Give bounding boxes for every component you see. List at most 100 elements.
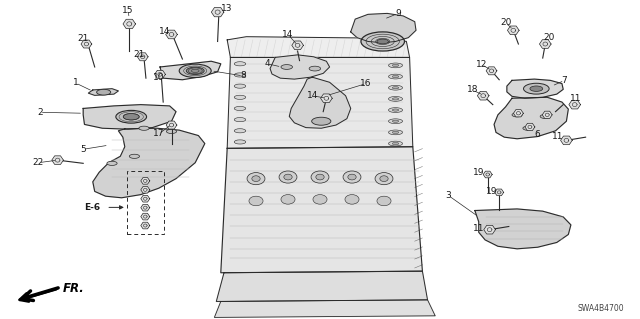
Text: 1: 1 [73,78,78,87]
Ellipse shape [388,63,403,68]
Ellipse shape [343,171,361,183]
Ellipse shape [281,64,292,70]
Bar [127,171,164,234]
Polygon shape [141,187,150,193]
Ellipse shape [139,126,149,130]
Ellipse shape [524,83,549,94]
Ellipse shape [234,62,246,66]
Text: 14: 14 [307,91,318,100]
Text: 19: 19 [486,187,497,196]
Text: 9: 9 [396,9,401,18]
Text: 17: 17 [153,130,164,138]
Ellipse shape [512,113,522,117]
Ellipse shape [179,64,211,78]
Ellipse shape [123,114,140,120]
Text: 5: 5 [81,145,86,154]
Polygon shape [216,271,428,301]
Ellipse shape [392,131,399,134]
Ellipse shape [107,161,117,165]
Polygon shape [141,178,150,184]
Ellipse shape [97,89,111,95]
Polygon shape [484,225,495,234]
Polygon shape [513,110,524,117]
Polygon shape [507,79,563,98]
Text: 10: 10 [153,73,164,82]
Text: 21: 21 [134,50,145,59]
Polygon shape [494,97,568,139]
Polygon shape [123,19,136,29]
Polygon shape [351,13,416,43]
Text: 3: 3 [445,191,451,200]
Text: 19: 19 [473,168,484,177]
Polygon shape [166,121,177,129]
Polygon shape [93,128,205,198]
Ellipse shape [249,196,263,206]
Text: 13: 13 [221,4,233,13]
Polygon shape [321,94,332,103]
Ellipse shape [247,173,265,185]
Ellipse shape [523,126,533,130]
Ellipse shape [284,174,292,180]
Ellipse shape [186,67,204,74]
Text: 16: 16 [360,79,372,88]
Text: 15: 15 [122,6,134,15]
Polygon shape [477,91,489,100]
Polygon shape [141,213,150,220]
Ellipse shape [392,142,399,145]
Ellipse shape [388,96,403,101]
Text: 6: 6 [535,130,540,139]
Polygon shape [52,156,63,165]
Polygon shape [83,105,176,129]
Ellipse shape [361,32,404,51]
Ellipse shape [281,195,295,204]
Ellipse shape [316,174,324,180]
Text: 14: 14 [282,30,294,39]
Ellipse shape [377,39,388,44]
Text: 2: 2 [37,108,42,117]
Polygon shape [160,61,221,80]
Ellipse shape [252,176,260,182]
Polygon shape [81,40,92,48]
Ellipse shape [234,129,246,133]
Polygon shape [270,55,330,79]
Ellipse shape [392,86,399,89]
Ellipse shape [388,119,403,124]
Ellipse shape [116,110,147,123]
Ellipse shape [388,141,403,146]
Ellipse shape [388,108,403,113]
Ellipse shape [234,106,246,110]
Ellipse shape [312,117,331,125]
Polygon shape [155,70,165,78]
Ellipse shape [234,84,246,88]
Polygon shape [227,37,410,57]
Polygon shape [569,100,580,109]
Polygon shape [166,30,177,39]
Polygon shape [221,147,422,273]
Polygon shape [227,57,413,148]
Ellipse shape [377,196,391,206]
Ellipse shape [388,74,403,79]
Polygon shape [138,53,148,61]
Ellipse shape [380,176,388,182]
Ellipse shape [279,171,297,183]
Text: 14: 14 [159,27,171,36]
Polygon shape [141,204,150,211]
Ellipse shape [530,86,543,92]
Polygon shape [292,41,303,50]
Ellipse shape [311,171,329,183]
Text: 20: 20 [543,33,555,42]
Ellipse shape [392,76,399,78]
Polygon shape [289,77,351,128]
Ellipse shape [129,154,140,159]
Text: 4: 4 [265,59,270,68]
Text: E-6: E-6 [84,203,100,212]
Ellipse shape [392,120,399,122]
Text: 7: 7 [562,76,567,85]
Text: FR.: FR. [63,282,84,295]
Text: 11: 11 [570,94,582,103]
Polygon shape [486,67,497,75]
Polygon shape [495,189,504,196]
Polygon shape [542,111,552,118]
Ellipse shape [540,115,550,119]
Text: 11: 11 [473,224,484,233]
